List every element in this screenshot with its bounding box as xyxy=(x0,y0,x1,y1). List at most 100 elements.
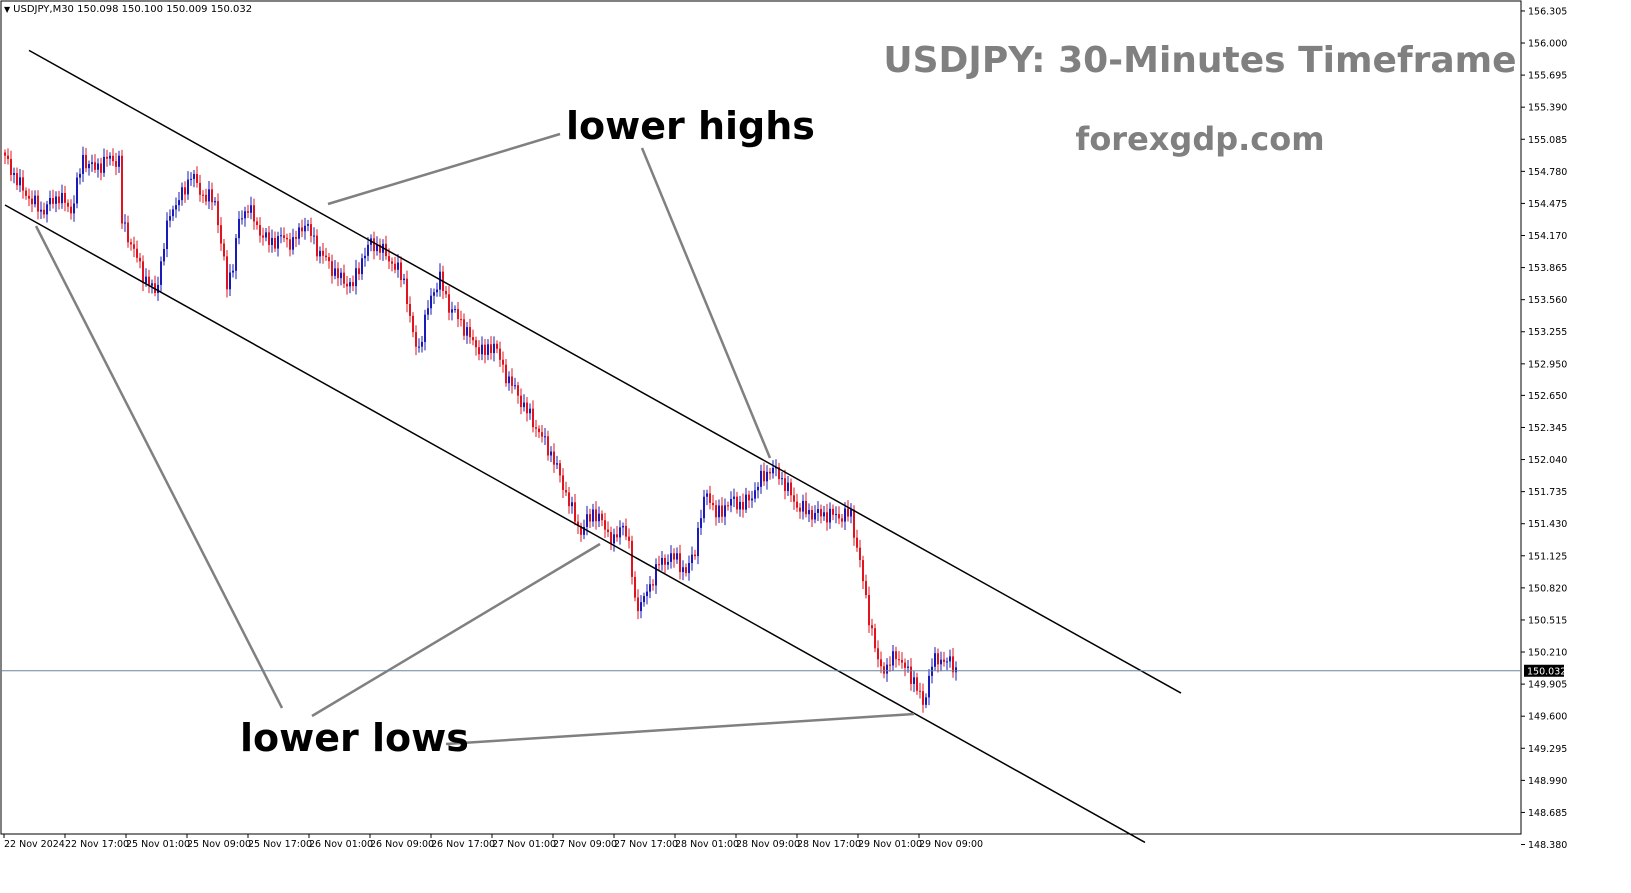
y-tick-label: 154.170 xyxy=(1528,231,1567,242)
candle xyxy=(721,497,723,523)
candle-body xyxy=(589,514,591,522)
candle xyxy=(571,496,573,514)
candle-body xyxy=(649,584,651,592)
candle xyxy=(337,262,339,287)
candle-body xyxy=(319,250,321,257)
candle xyxy=(130,238,132,251)
candle xyxy=(838,506,840,525)
candle-body xyxy=(145,276,147,283)
candle-body xyxy=(604,520,606,530)
candle-body xyxy=(679,553,681,573)
candle xyxy=(139,252,141,269)
candle-body xyxy=(88,164,90,169)
candle-body xyxy=(766,471,768,482)
candle xyxy=(619,520,621,545)
candle-body xyxy=(844,508,846,522)
candle-body xyxy=(559,463,561,476)
candle xyxy=(808,503,810,522)
x-tick-label: 25 Nov 17:00 xyxy=(248,839,312,850)
candle xyxy=(589,508,591,529)
candle xyxy=(673,548,675,568)
candle xyxy=(4,149,6,165)
candle xyxy=(898,651,900,666)
candle-body xyxy=(769,471,771,474)
candle-body xyxy=(109,155,111,159)
candle-body xyxy=(469,327,471,338)
candle xyxy=(694,549,696,560)
candle xyxy=(754,482,756,503)
candle xyxy=(136,240,138,263)
candle xyxy=(880,651,882,674)
candle xyxy=(13,167,15,184)
candle xyxy=(328,252,330,269)
candle-body xyxy=(181,187,183,201)
candle xyxy=(631,535,633,585)
y-tick-label: 156.305 xyxy=(1528,6,1567,17)
candle-body xyxy=(937,653,939,665)
candle-body xyxy=(772,467,774,474)
candle-body xyxy=(223,243,225,257)
candle xyxy=(559,460,561,483)
candle xyxy=(325,247,327,261)
candle xyxy=(73,195,75,222)
candle-body xyxy=(358,268,360,275)
candle xyxy=(199,174,201,202)
candle xyxy=(55,191,57,213)
candle xyxy=(766,465,768,490)
candle xyxy=(64,185,66,212)
candle xyxy=(28,188,30,207)
candle xyxy=(769,467,771,480)
candle xyxy=(565,481,567,496)
candle xyxy=(253,198,255,230)
candle-body xyxy=(340,272,342,279)
candle-body xyxy=(763,470,765,482)
ohlc-label: 150.098 150.100 150.009 150.032 xyxy=(77,4,253,15)
candle xyxy=(709,485,711,510)
candle-body xyxy=(46,204,48,215)
candle-body xyxy=(829,508,831,523)
candle-body xyxy=(76,177,78,204)
candle xyxy=(208,180,210,209)
candle xyxy=(622,522,624,536)
channel-upper-line xyxy=(28,49,1182,694)
candle-body xyxy=(478,347,480,355)
candle-body xyxy=(301,227,303,232)
candle xyxy=(97,158,99,178)
candle xyxy=(385,235,387,260)
candle-body xyxy=(856,537,858,548)
candle-body xyxy=(415,332,417,347)
candle xyxy=(421,335,423,353)
candle-body xyxy=(280,235,282,237)
candle-body xyxy=(520,395,522,408)
candle xyxy=(466,322,468,344)
candle xyxy=(844,502,846,530)
candle xyxy=(484,338,486,364)
candle xyxy=(889,656,891,672)
candle-body xyxy=(208,189,210,202)
candle-body xyxy=(244,211,246,219)
candle-body xyxy=(439,271,441,290)
candle xyxy=(301,219,303,238)
candle xyxy=(292,228,294,255)
candle xyxy=(37,190,39,220)
candle-body xyxy=(352,282,354,287)
candle xyxy=(394,256,396,274)
candle-body xyxy=(265,232,267,238)
candle xyxy=(340,268,342,286)
y-tick-label: 149.295 xyxy=(1528,744,1567,755)
candle-body xyxy=(274,237,276,249)
candle xyxy=(817,501,819,522)
candle-body xyxy=(460,319,462,321)
candle xyxy=(547,430,549,461)
candle xyxy=(67,199,69,213)
candle xyxy=(403,273,405,285)
candle xyxy=(760,464,762,494)
candle-body xyxy=(82,154,84,174)
candle xyxy=(877,640,879,668)
candle-body xyxy=(784,478,786,492)
candle xyxy=(7,148,9,165)
candle xyxy=(922,683,924,713)
candle xyxy=(160,256,162,293)
candle xyxy=(277,231,279,257)
